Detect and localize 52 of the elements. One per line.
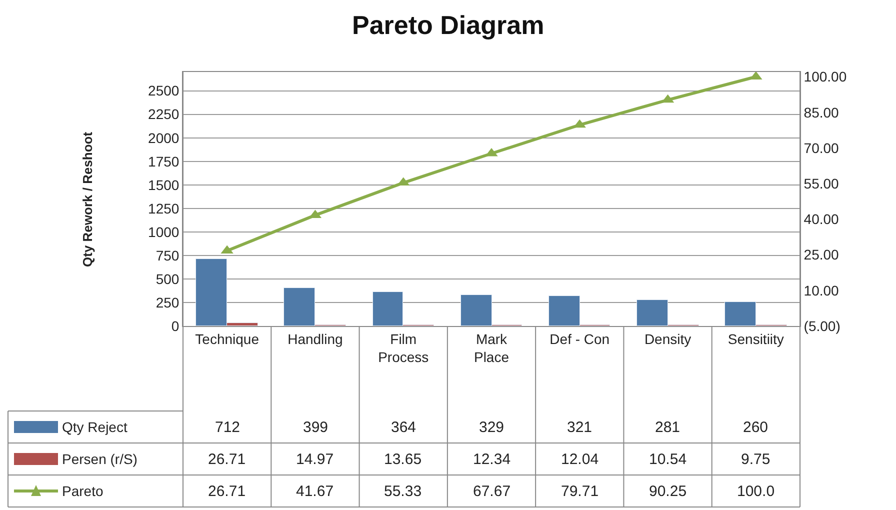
x-tick-label: Mark Place — [474, 330, 510, 365]
data-label: 100.0 — [737, 483, 775, 500]
data-label: 26.71 — [208, 451, 246, 468]
y2-tick-label: 55.00 — [804, 175, 840, 192]
x-tick-label: Technique — [195, 330, 260, 347]
data-label: 364 — [391, 419, 416, 436]
data-label: 55.33 — [384, 483, 422, 500]
y-tick-label: 500 — [156, 270, 180, 287]
data-label: 9.75 — [741, 451, 770, 468]
y-tick-label: 0 — [171, 318, 180, 334]
data-label: 41.67 — [296, 483, 334, 500]
data-label: 281 — [655, 419, 680, 436]
x-tick-label: Film Process — [378, 330, 429, 365]
y2-tick-label: 70.00 — [804, 140, 840, 156]
data-label: 10.54 — [649, 451, 687, 468]
y-tick-label: 2500 — [148, 82, 180, 99]
data-label: 260 — [743, 419, 768, 436]
data-label: 329 — [479, 419, 504, 436]
data-label: 67.67 — [473, 483, 511, 500]
y-tick-label: 2250 — [148, 106, 180, 122]
y-tick-label: 2000 — [148, 130, 180, 146]
y-axis-title: Qty Rework / Reshoot — [80, 131, 95, 267]
legend-label: Qty Reject — [62, 419, 128, 435]
y2-tick-label: 85.00 — [804, 104, 840, 120]
y-tick-label: 1500 — [148, 176, 180, 193]
data-label: 712 — [215, 419, 240, 436]
data-label: 399 — [303, 419, 328, 436]
data-label: 79.71 — [561, 483, 599, 500]
y-tick-label: 1750 — [148, 153, 180, 170]
data-label: 14.97 — [296, 451, 334, 468]
y-tick-label: 750 — [156, 247, 180, 264]
x-tick-label: Density — [644, 330, 692, 347]
y-tick-label: 1000 — [148, 224, 180, 240]
y-tick-label: 1250 — [148, 200, 180, 216]
data-label: 12.04 — [561, 451, 599, 468]
y-tick-label: 250 — [156, 294, 180, 310]
legend-label: Persen (r/S) — [62, 451, 138, 467]
y2-tick-label: (5.00) — [804, 318, 840, 334]
data-label: 26.71 — [208, 483, 246, 500]
y2-tick-label: 25.00 — [804, 246, 840, 263]
y2-tick-label: 40.00 — [804, 211, 840, 228]
data-label: 321 — [567, 419, 592, 436]
data-label: 90.25 — [649, 483, 687, 500]
x-tick-label: Def - Con — [550, 330, 610, 347]
chart-title: Pareto Diagram — [352, 10, 544, 40]
data-label: 12.34 — [473, 451, 511, 468]
y2-tick-label: 100.00 — [804, 68, 847, 85]
y2-tick-label: 10.00 — [804, 282, 840, 298]
legend-label: Pareto — [62, 483, 104, 499]
x-tick-label: Handling — [288, 330, 343, 347]
data-label: 13.65 — [384, 451, 422, 468]
x-tick-label: Sensitiity — [728, 330, 784, 347]
